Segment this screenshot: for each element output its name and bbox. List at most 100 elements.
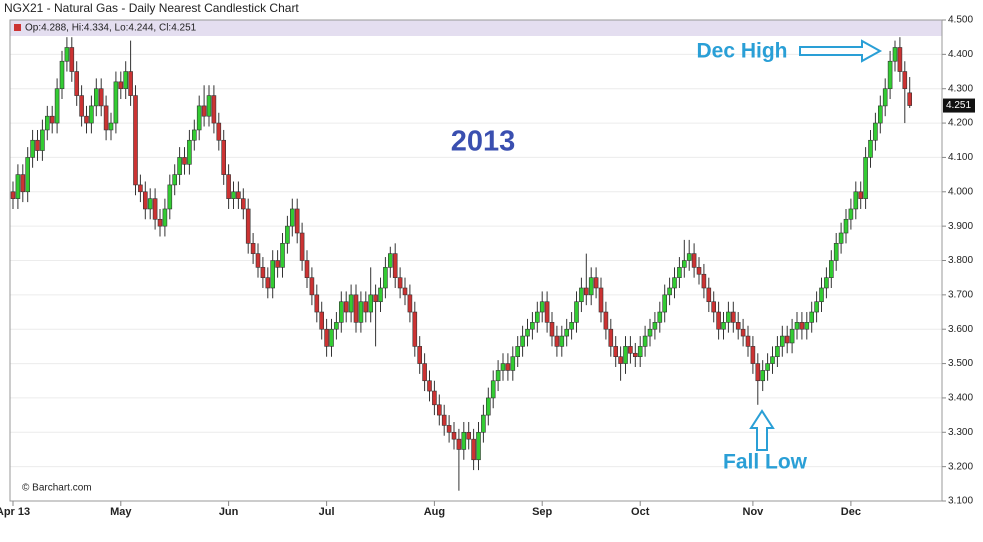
candle-body (520, 335, 525, 347)
candle-body (745, 335, 751, 347)
annotation: Fall Low (723, 451, 808, 474)
candle-body (505, 363, 511, 371)
candle-body (363, 301, 369, 313)
y-tick-label: 4.400 (948, 49, 973, 60)
candle-body (358, 301, 364, 323)
candle-body (177, 157, 182, 175)
candle-body (794, 322, 800, 330)
candle-body (108, 122, 114, 131)
x-tick-label: May (110, 506, 132, 518)
candle-body (383, 267, 388, 289)
candle-body (392, 253, 398, 278)
y-tick-label: 3.700 (948, 289, 973, 300)
y-tick-label: 3.500 (948, 358, 973, 369)
candle-body (897, 47, 903, 72)
x-tick-label: Jun (219, 506, 239, 518)
candle-body (726, 311, 731, 323)
candle-body (549, 322, 555, 337)
candle-body (730, 311, 736, 323)
candle-body (711, 301, 717, 313)
candle-body (49, 115, 55, 124)
candle-body (250, 243, 256, 254)
candle-body (241, 198, 246, 210)
candle-body (755, 363, 761, 382)
candle-body (319, 311, 325, 330)
candle-body (544, 301, 550, 323)
candle-body (569, 322, 574, 330)
candle-body (510, 356, 516, 371)
candle-body (226, 174, 231, 199)
x-tick-label: Jul (319, 506, 335, 518)
candle-body (691, 253, 697, 268)
arrow (749, 409, 775, 451)
candle-body (637, 346, 643, 357)
candle-body (427, 380, 432, 392)
candle-body (765, 363, 770, 371)
candle-body (525, 328, 530, 337)
x-tick-label: Sep (532, 506, 552, 518)
y-tick-label: 4.000 (948, 186, 973, 197)
candle-body (236, 191, 241, 199)
candle-body (583, 287, 589, 296)
candle-body (128, 71, 133, 96)
candle-body (35, 139, 40, 151)
y-tick-label: 3.300 (948, 427, 973, 438)
candle-body (255, 253, 261, 268)
candle-body (94, 88, 99, 107)
candle-body (775, 346, 780, 357)
candle-body (500, 363, 506, 371)
x-tick-label: Apr 13 (0, 506, 30, 518)
candle-body (873, 122, 878, 141)
candle-body (848, 208, 854, 220)
y-tick-label: 4.200 (948, 118, 973, 129)
candle-body (69, 47, 75, 72)
candle-body (10, 191, 16, 199)
candle-body (152, 198, 158, 220)
candle-body (201, 105, 207, 117)
candle-body (598, 287, 604, 313)
candle-body (471, 438, 476, 461)
candle-body (824, 277, 829, 289)
candle-body (701, 273, 707, 289)
candle-body (623, 346, 628, 364)
candle-body (338, 301, 344, 323)
x-tick-label: Dec (841, 506, 861, 518)
candle-body (628, 346, 633, 354)
candle-body (642, 335, 648, 347)
candle-body (211, 95, 217, 124)
candle-body (515, 346, 521, 357)
candle-body (706, 287, 712, 303)
candle-body (187, 139, 192, 165)
candle-body (789, 328, 795, 344)
candle-body (20, 174, 26, 193)
candle-body (436, 404, 442, 416)
candle-body (40, 129, 45, 151)
candle-body (138, 184, 143, 193)
y-tick-label: 3.100 (948, 496, 973, 507)
candle-body (206, 95, 212, 117)
candle-body (672, 277, 677, 289)
candle-body (54, 88, 60, 124)
y-tick-label: 3.600 (948, 324, 973, 335)
candle-body (113, 81, 119, 124)
candle-body (294, 208, 300, 234)
candle-body (539, 301, 545, 313)
candle-body (289, 208, 295, 227)
candle-body (760, 370, 766, 382)
x-tick-label: Aug (424, 506, 445, 518)
candle-body (451, 431, 457, 440)
candle-body (892, 47, 898, 62)
candle-body (559, 335, 565, 347)
x-tick-label: Oct (631, 506, 650, 518)
candle-body (373, 294, 378, 303)
candle-body (534, 311, 540, 323)
candle-body (476, 431, 481, 461)
candle-body (696, 267, 702, 275)
candle-body (833, 243, 839, 261)
candle-body (172, 174, 177, 186)
candle-body (324, 328, 329, 347)
candle-body (677, 267, 682, 278)
candle-body (196, 105, 202, 131)
candle-body (819, 287, 824, 303)
candle-body (157, 218, 163, 227)
